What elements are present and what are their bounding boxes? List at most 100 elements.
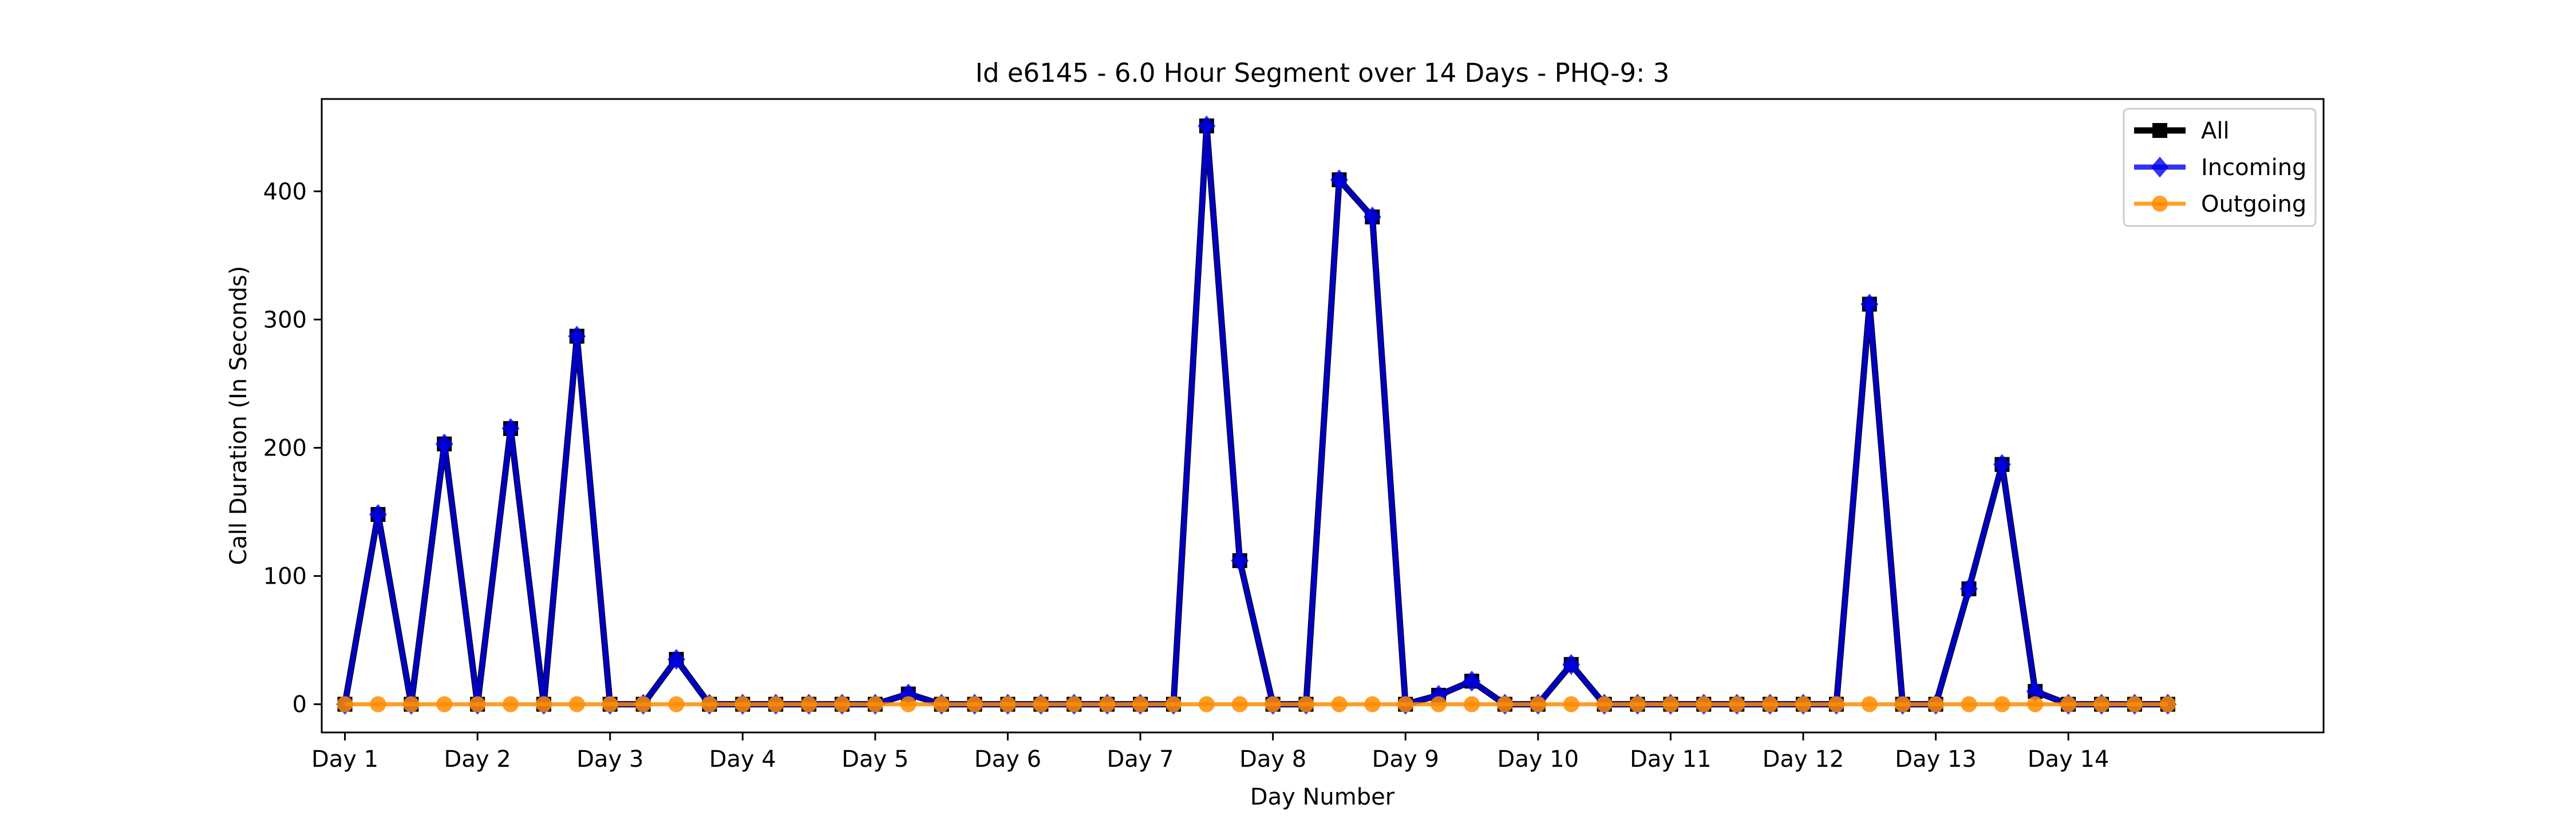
data-point-outgoing — [1033, 696, 1049, 712]
data-point-outgoing — [1861, 696, 1878, 712]
series-incoming — [336, 115, 2177, 715]
data-point-outgoing — [999, 696, 1016, 712]
legend-marker — [2152, 123, 2167, 138]
data-point-outgoing — [867, 696, 883, 712]
x-tick-label: Day 14 — [2028, 746, 2109, 772]
y-tick-label: 100 — [263, 564, 307, 590]
data-point-outgoing — [1066, 696, 1082, 712]
plot-frame — [321, 98, 2325, 734]
data-point-incoming — [1363, 206, 1381, 228]
data-point-outgoing — [1397, 696, 1414, 712]
data-point-outgoing — [1231, 696, 1248, 712]
data-point-outgoing — [1795, 696, 1812, 712]
x-tick-label: Day 1 — [311, 746, 378, 772]
chart-title: Id e6145 - 6.0 Hour Segment over 14 Days… — [975, 58, 1670, 88]
data-point-outgoing — [1629, 696, 1646, 712]
data-point-outgoing — [1298, 696, 1314, 712]
data-point-outgoing — [1331, 696, 1348, 712]
data-point-outgoing — [668, 696, 685, 712]
x-tick-label: Day 2 — [444, 746, 511, 772]
data-point-outgoing — [833, 696, 850, 712]
data-point-incoming — [568, 326, 586, 347]
data-point-incoming — [899, 683, 918, 704]
legend-label: All — [2201, 118, 2230, 144]
data-point-outgoing — [1994, 696, 2010, 712]
y-axis-label: Call Duration (In Seconds) — [226, 266, 252, 565]
x-tick-label: Day 10 — [1498, 746, 1579, 772]
data-point-outgoing — [1828, 696, 1844, 712]
data-point-outgoing — [1496, 696, 1513, 712]
x-tick-label: Day 6 — [974, 746, 1041, 772]
legend-item-outgoing: Outgoing — [2134, 191, 2306, 217]
data-point-outgoing — [2027, 696, 2044, 712]
data-point-outgoing — [1464, 696, 1480, 712]
x-tick-label: Day 5 — [841, 746, 908, 772]
x-tick-label: Day 9 — [1372, 746, 1439, 772]
y-tick-label: 0 — [293, 692, 307, 718]
x-tick-label: Day 13 — [1895, 746, 1977, 772]
y-tick-label: 400 — [263, 179, 307, 205]
data-point-outgoing — [1894, 696, 1911, 712]
legend-label: Incoming — [2201, 154, 2306, 181]
data-point-outgoing — [436, 696, 453, 712]
data-point-outgoing — [403, 696, 420, 712]
plot-area — [336, 115, 2177, 715]
data-point-outgoing — [469, 696, 486, 712]
data-point-outgoing — [503, 696, 519, 712]
data-point-incoming — [1860, 294, 1879, 315]
data-point-outgoing — [966, 696, 983, 712]
legend-marker — [2151, 156, 2169, 178]
data-point-outgoing — [801, 696, 817, 712]
data-point-incoming — [369, 504, 387, 525]
x-tick-label: Day 3 — [576, 746, 643, 772]
series-outgoing — [337, 696, 2176, 712]
data-point-incoming — [667, 649, 685, 670]
legend-item-incoming: Incoming — [2134, 154, 2306, 181]
x-axis-label: Day Number — [1250, 784, 1395, 810]
data-point-outgoing — [1961, 696, 1977, 712]
x-tick-label: Day 7 — [1107, 746, 1174, 772]
x-tick-label: Day 12 — [1763, 746, 1844, 772]
data-point-outgoing — [535, 696, 552, 712]
data-point-outgoing — [1265, 696, 1281, 712]
data-point-outgoing — [1563, 696, 1579, 712]
data-point-incoming — [1463, 671, 1481, 692]
data-point-outgoing — [1132, 696, 1149, 712]
data-point-outgoing — [2126, 696, 2143, 712]
data-point-outgoing — [370, 696, 386, 712]
data-point-outgoing — [2093, 696, 2110, 712]
data-point-outgoing — [602, 696, 618, 712]
data-point-outgoing — [1762, 696, 1779, 712]
data-point-outgoing — [1729, 696, 1745, 712]
data-point-outgoing — [568, 696, 585, 712]
x-tick-label: Day 8 — [1239, 746, 1306, 772]
y-tick-label: 200 — [263, 435, 307, 462]
data-point-outgoing — [933, 696, 950, 712]
data-point-outgoing — [1927, 696, 1944, 712]
x-tick-label: Day 11 — [1630, 746, 1712, 772]
data-point-outgoing — [1431, 696, 1447, 712]
data-point-incoming — [1198, 115, 1216, 137]
legend-label: Outgoing — [2201, 191, 2306, 217]
data-point-incoming — [435, 433, 453, 454]
data-point-incoming — [1960, 578, 1978, 600]
data-point-incoming — [2026, 681, 2044, 702]
data-point-incoming — [1993, 454, 2011, 475]
data-point-incoming — [501, 418, 520, 439]
data-point-outgoing — [1696, 696, 1712, 712]
data-point-outgoing — [2060, 696, 2077, 712]
data-point-outgoing — [1662, 696, 1679, 712]
legend-item-all: All — [2134, 118, 2230, 144]
data-point-outgoing — [1530, 696, 1546, 712]
data-point-outgoing — [1364, 696, 1381, 712]
data-point-incoming — [1330, 169, 1348, 191]
data-point-outgoing — [701, 696, 718, 712]
legend-marker — [2152, 196, 2168, 212]
x-axis: Day 1 Day 2 Day 3 Day 4 Day 5 Day 6 Day 7 Day 8… — [311, 732, 2109, 772]
data-point-incoming — [1231, 550, 1249, 571]
data-point-outgoing — [2159, 696, 2176, 712]
legend: All Incoming Outgoing — [2123, 108, 2317, 227]
legend-box — [2123, 108, 2317, 227]
data-point-outgoing — [1596, 696, 1613, 712]
